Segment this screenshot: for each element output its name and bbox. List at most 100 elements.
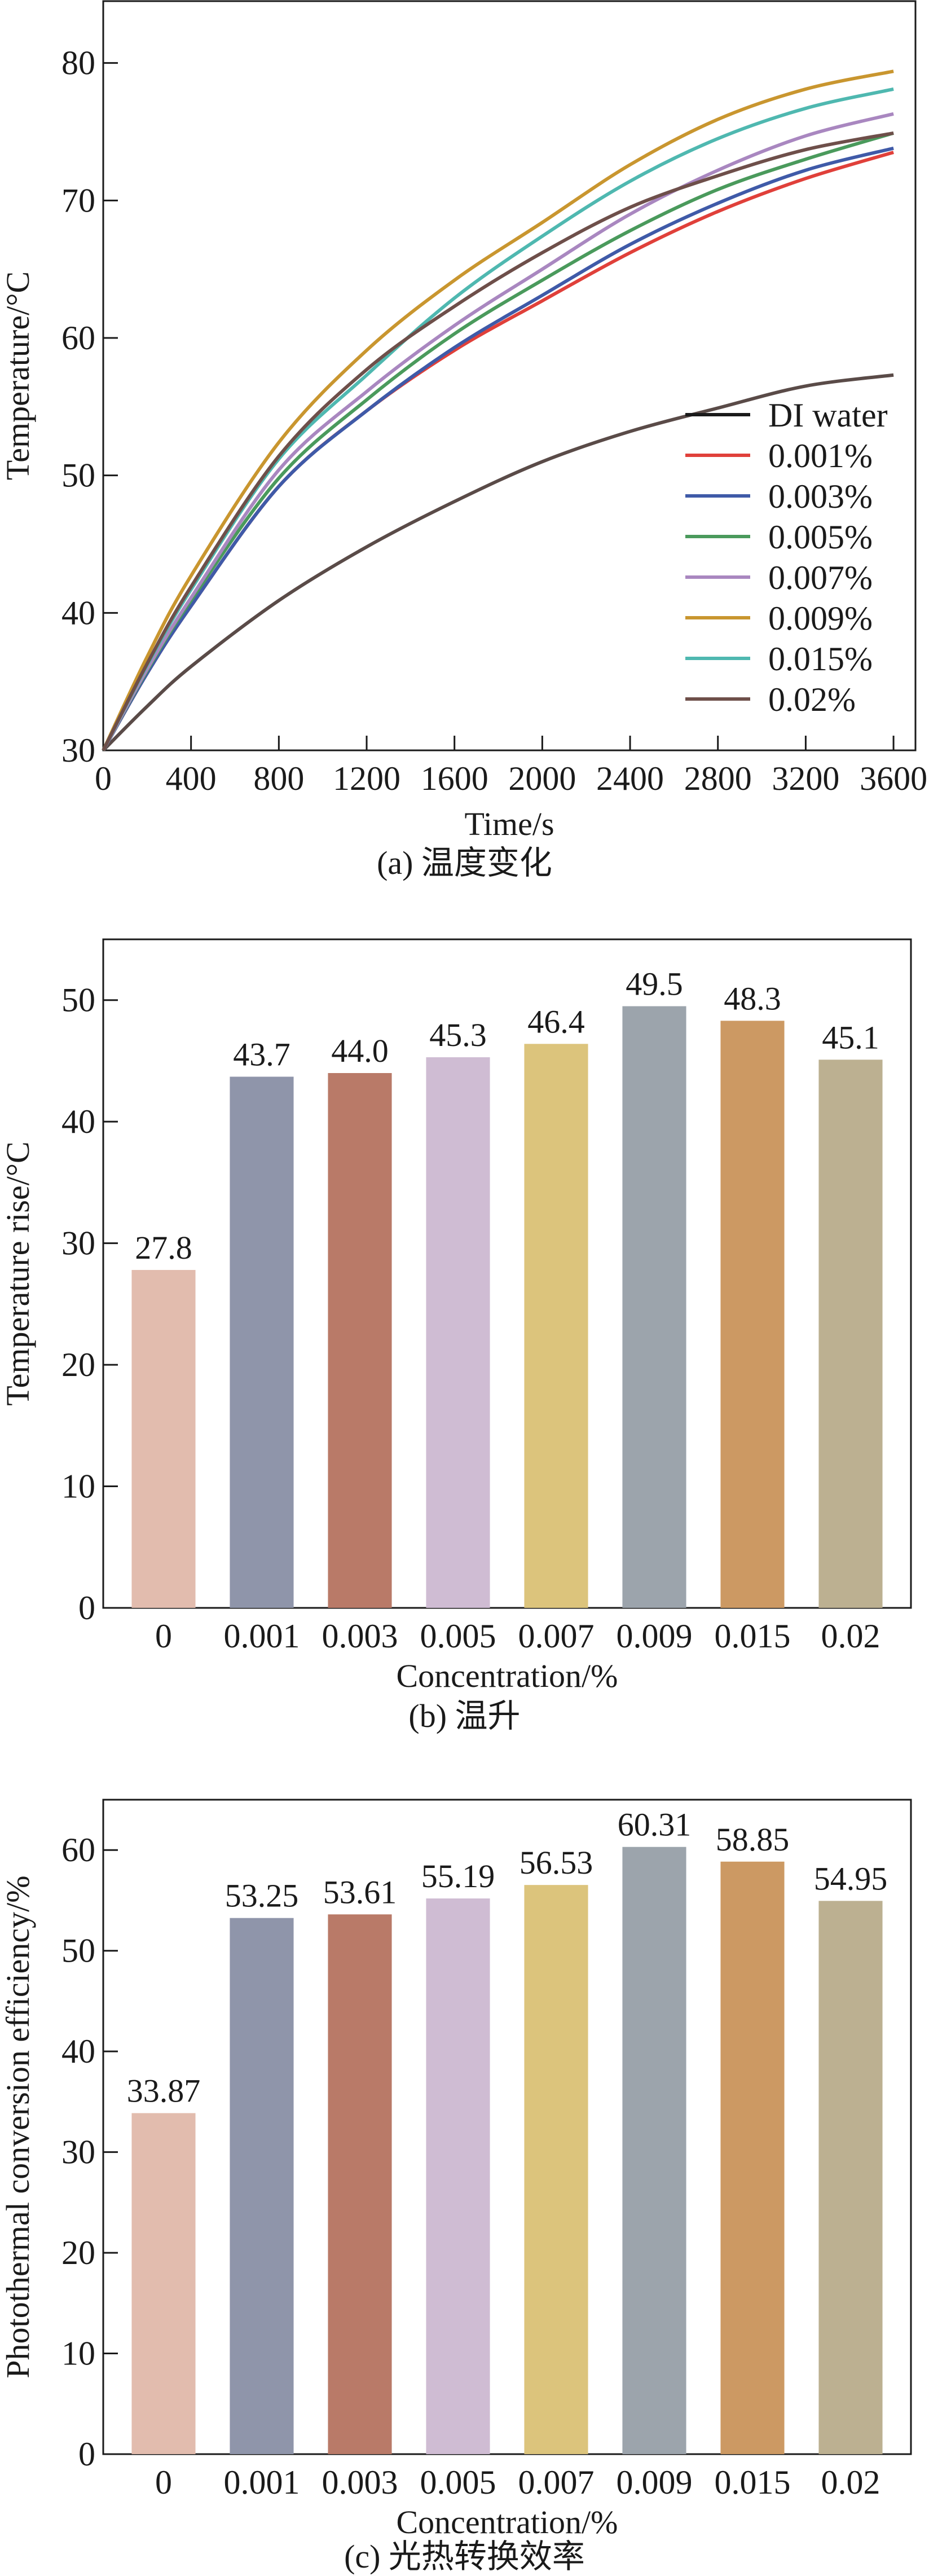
legend-label: 0.005% bbox=[768, 518, 873, 556]
y-tick-label: 80 bbox=[61, 45, 95, 82]
x-tick-label: 800 bbox=[253, 760, 304, 797]
bar-value-label: 56.53 bbox=[519, 1844, 593, 1881]
bar-value-label: 44.0 bbox=[331, 1032, 389, 1069]
bar bbox=[230, 1076, 294, 1608]
x-tick-label: 0.001 bbox=[224, 1617, 300, 1655]
x-tick-label: 0.005 bbox=[420, 1617, 496, 1655]
plot-frame bbox=[102, 0, 917, 751]
bar-value-label: 54.95 bbox=[814, 1860, 888, 1897]
bar-value-label: 45.3 bbox=[429, 1017, 487, 1053]
bar bbox=[818, 1901, 883, 2454]
bar bbox=[818, 1060, 883, 1608]
legend-label: 0.009% bbox=[768, 600, 873, 637]
series-line-2 bbox=[102, 146, 894, 751]
legend-label: 0.003% bbox=[768, 478, 873, 515]
caption-a: (a) 温度变化 bbox=[377, 845, 552, 881]
legend-label: 0.007% bbox=[768, 559, 873, 596]
y-tick-label: 20 bbox=[61, 1346, 95, 1383]
legend-label: 0.02% bbox=[768, 681, 856, 718]
y-axis-label: Temperature rise/°C bbox=[0, 1141, 36, 1405]
bar bbox=[622, 1847, 686, 2454]
x-tick-label: 3600 bbox=[860, 760, 927, 797]
series-line-5 bbox=[102, 69, 894, 751]
bar-value-label: 45.1 bbox=[822, 1019, 879, 1056]
bar-value-label: 33.87 bbox=[127, 2073, 201, 2109]
caption-c: (c) 光热转换效率 bbox=[344, 2538, 585, 2575]
bar bbox=[622, 1006, 686, 1608]
x-tick-label: 2800 bbox=[684, 760, 752, 797]
x-tick-label: 0.02 bbox=[821, 2464, 880, 2501]
plot-frame bbox=[102, 1799, 912, 2455]
y-tick-label: 60 bbox=[61, 1831, 95, 1869]
temperature-rise-bar-chart: 0 10 20 30 40 50 Temperature rise/°C 27.8 0 43.7 0… bbox=[0, 938, 912, 1694]
temperature-line-chart: 30 40 50 60 70 80 Temperature/°C 0 400 800 1200 160… bbox=[0, 0, 927, 842]
bar bbox=[720, 1861, 785, 2454]
x-tick-label: 0.007 bbox=[518, 1617, 595, 1655]
bar-value-label: 55.19 bbox=[421, 1858, 495, 1894]
y-tick-label: 30 bbox=[61, 2134, 95, 2171]
legend-label: 0.015% bbox=[768, 640, 873, 678]
bar-value-label: 53.25 bbox=[225, 1878, 299, 1914]
bar-value-label: 58.85 bbox=[716, 1821, 790, 1858]
y-tick-label: 40 bbox=[61, 1103, 95, 1140]
x-tick-label: 2000 bbox=[508, 760, 576, 797]
x-tick-label: 1600 bbox=[421, 760, 488, 797]
series-line-0 bbox=[102, 373, 894, 752]
y-tick-label: 40 bbox=[61, 594, 95, 631]
y-axis-label: Temperature/°C bbox=[0, 271, 36, 480]
caption-b: (b) 温升 bbox=[408, 1698, 521, 1734]
plot-frame bbox=[102, 938, 912, 1609]
bar bbox=[524, 1044, 588, 1608]
x-tick-label: 0.015 bbox=[715, 1617, 791, 1655]
x-tick-label: 3200 bbox=[772, 760, 839, 797]
x-axis-label: Time/s bbox=[464, 806, 554, 842]
bar-value-label: 60.31 bbox=[618, 1806, 692, 1843]
y-tick-label: 0 bbox=[78, 1589, 95, 1627]
y-tick-label: 50 bbox=[61, 1932, 95, 1970]
bar bbox=[524, 1885, 588, 2454]
x-tick-label: 0.009 bbox=[617, 2464, 693, 2501]
series-line-7 bbox=[102, 131, 894, 751]
y-tick-label: 70 bbox=[61, 182, 95, 219]
bar bbox=[328, 1073, 392, 1608]
y-tick-label: 20 bbox=[61, 2234, 95, 2271]
series-line-4 bbox=[102, 112, 894, 751]
bar bbox=[131, 2113, 196, 2454]
y-axis-label: Photothermal conversion efficiency/% bbox=[0, 1875, 36, 2378]
photothermal-efficiency-bar-chart: 0 10 20 30 40 50 60 Photothermal conversion eff… bbox=[0, 1799, 912, 2539]
x-tick-label: 0.015 bbox=[715, 2464, 791, 2501]
bar bbox=[426, 1898, 490, 2454]
legend-label: 0.001% bbox=[768, 437, 873, 474]
x-axis-label: Concentration/% bbox=[396, 1658, 618, 1694]
x-tick-label: 0 bbox=[155, 1617, 172, 1655]
bar bbox=[426, 1057, 490, 1608]
x-tick-label: 2400 bbox=[596, 760, 664, 797]
bar bbox=[131, 1270, 196, 1608]
y-tick-label: 10 bbox=[61, 1468, 95, 1505]
x-axis-label: Concentration/% bbox=[396, 2504, 618, 2539]
legend-label: DI water bbox=[768, 397, 888, 434]
x-tick-label: 0.003 bbox=[322, 1617, 398, 1655]
x-tick-label: 400 bbox=[166, 760, 217, 797]
bar bbox=[328, 1914, 392, 2454]
bar-value-label: 43.7 bbox=[233, 1036, 290, 1072]
x-tick-label: 0.009 bbox=[617, 1617, 693, 1655]
x-tick-label: 0.001 bbox=[224, 2464, 300, 2501]
x-tick-label: 0 bbox=[95, 760, 112, 797]
y-tick-label: 50 bbox=[61, 457, 95, 494]
bar-value-label: 49.5 bbox=[626, 966, 683, 1003]
y-tick-label: 10 bbox=[61, 2335, 95, 2372]
x-tick-label: 0.005 bbox=[420, 2464, 496, 2501]
x-tick-label: 0.007 bbox=[518, 2464, 595, 2501]
y-tick-label: 60 bbox=[61, 319, 95, 357]
bar bbox=[230, 1918, 294, 2454]
x-tick-label: 0.02 bbox=[821, 1617, 880, 1655]
bar-value-label: 48.3 bbox=[724, 980, 781, 1017]
bar bbox=[720, 1021, 785, 1608]
y-tick-label: 40 bbox=[61, 2033, 95, 2070]
x-tick-label: 1200 bbox=[333, 760, 400, 797]
y-tick-label: 50 bbox=[61, 982, 95, 1019]
y-tick-label: 30 bbox=[61, 732, 95, 769]
x-tick-label: 0.003 bbox=[322, 2464, 398, 2501]
bar-value-label: 27.8 bbox=[135, 1229, 192, 1266]
